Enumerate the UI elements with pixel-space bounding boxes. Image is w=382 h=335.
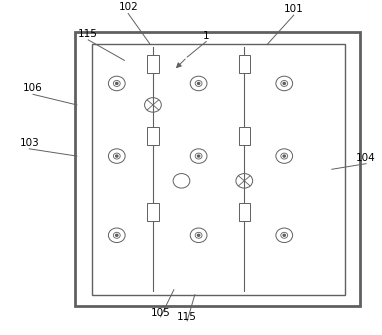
Bar — [239, 55, 250, 73]
Circle shape — [116, 155, 118, 157]
Bar — [92, 44, 345, 295]
Text: 115: 115 — [177, 312, 197, 322]
Circle shape — [116, 234, 118, 236]
Circle shape — [116, 82, 118, 84]
Text: 105: 105 — [151, 308, 170, 318]
Circle shape — [197, 155, 200, 157]
Bar — [147, 55, 159, 73]
Circle shape — [283, 155, 285, 157]
Bar — [75, 32, 360, 306]
Text: 101: 101 — [284, 4, 304, 14]
Text: 1: 1 — [203, 30, 210, 41]
Circle shape — [283, 234, 285, 236]
Circle shape — [197, 82, 200, 84]
Text: 102: 102 — [118, 2, 138, 12]
Circle shape — [197, 234, 200, 236]
Text: 104: 104 — [356, 153, 376, 163]
Bar — [147, 203, 159, 221]
Bar — [239, 203, 250, 221]
Text: 103: 103 — [19, 138, 39, 148]
Circle shape — [283, 82, 285, 84]
Bar — [147, 127, 159, 145]
Text: 106: 106 — [23, 83, 43, 93]
Bar — [239, 127, 250, 145]
Text: 115: 115 — [78, 29, 98, 39]
